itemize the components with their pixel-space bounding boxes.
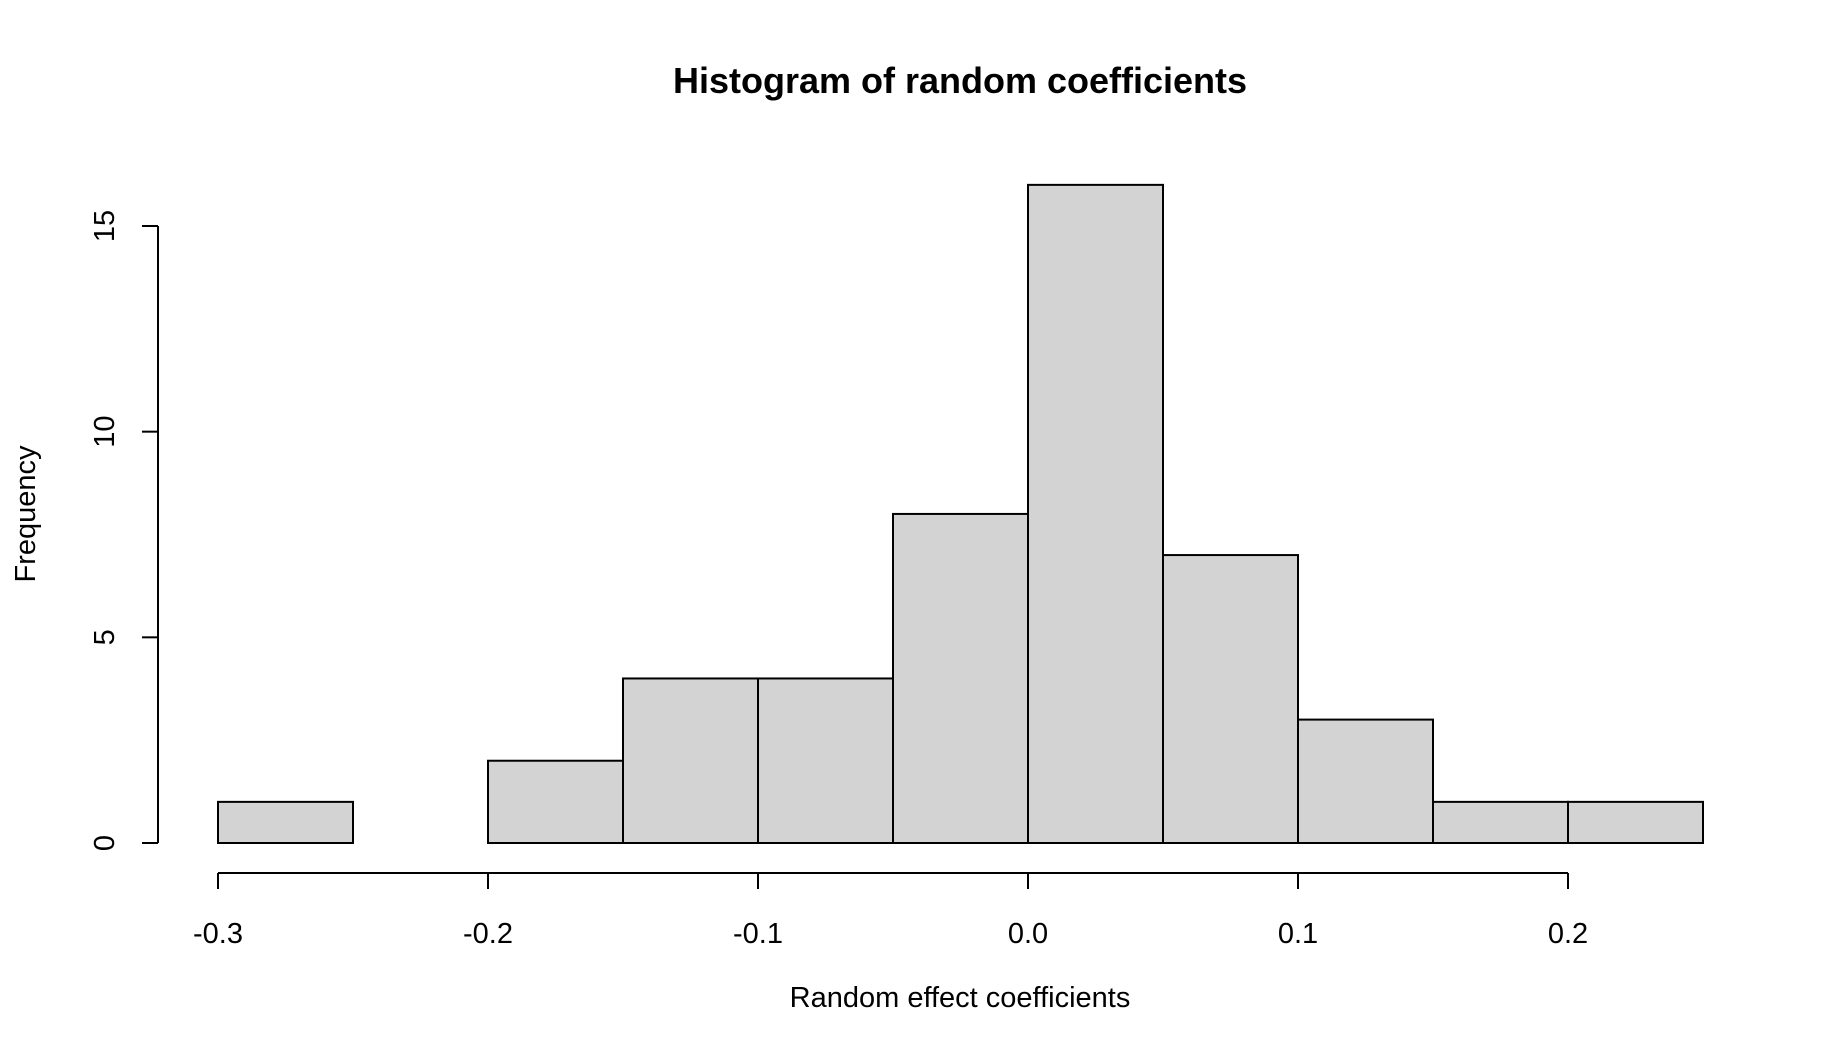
histogram-bar-7: [1162, 554, 1299, 844]
histogram-bar-4: [757, 677, 894, 845]
y-tick-label-1: 5: [89, 629, 121, 645]
x-tick-label-2: -0.1: [733, 918, 783, 950]
y-tick-label-2: 10: [89, 416, 121, 448]
x-tick-label-3: 0.0: [1008, 918, 1048, 950]
x-tick-label-5: 0.2: [1548, 918, 1588, 950]
histogram-bar-8: [1297, 718, 1434, 844]
histogram-bar-2: [487, 759, 624, 845]
histogram-bar-6: [1027, 183, 1164, 845]
y-tick-label-0: 0: [89, 835, 121, 851]
x-tick-label-1: -0.2: [463, 918, 513, 950]
histogram-bar-0: [217, 800, 354, 844]
histogram-bar-3: [622, 677, 759, 845]
y-tick-label-3: 15: [89, 210, 121, 242]
x-tick-label-4: 0.1: [1278, 918, 1318, 950]
x-axis: -0.3 -0.2 -0.1 0.0 0.1 0.2: [193, 872, 1588, 950]
x-axis-label: Random effect coefficients: [790, 982, 1131, 1014]
histogram-bar-5: [892, 512, 1029, 845]
bars-group: [217, 183, 1704, 845]
histogram-bar-9: [1432, 800, 1569, 844]
chart-title: Histogram of random coefficients: [673, 60, 1247, 101]
x-tick-label-0: -0.3: [193, 918, 243, 950]
y-axis: 0 5 10 15: [89, 210, 159, 851]
histogram-bar-10: [1567, 800, 1704, 844]
y-axis-label: Frequency: [10, 445, 42, 583]
